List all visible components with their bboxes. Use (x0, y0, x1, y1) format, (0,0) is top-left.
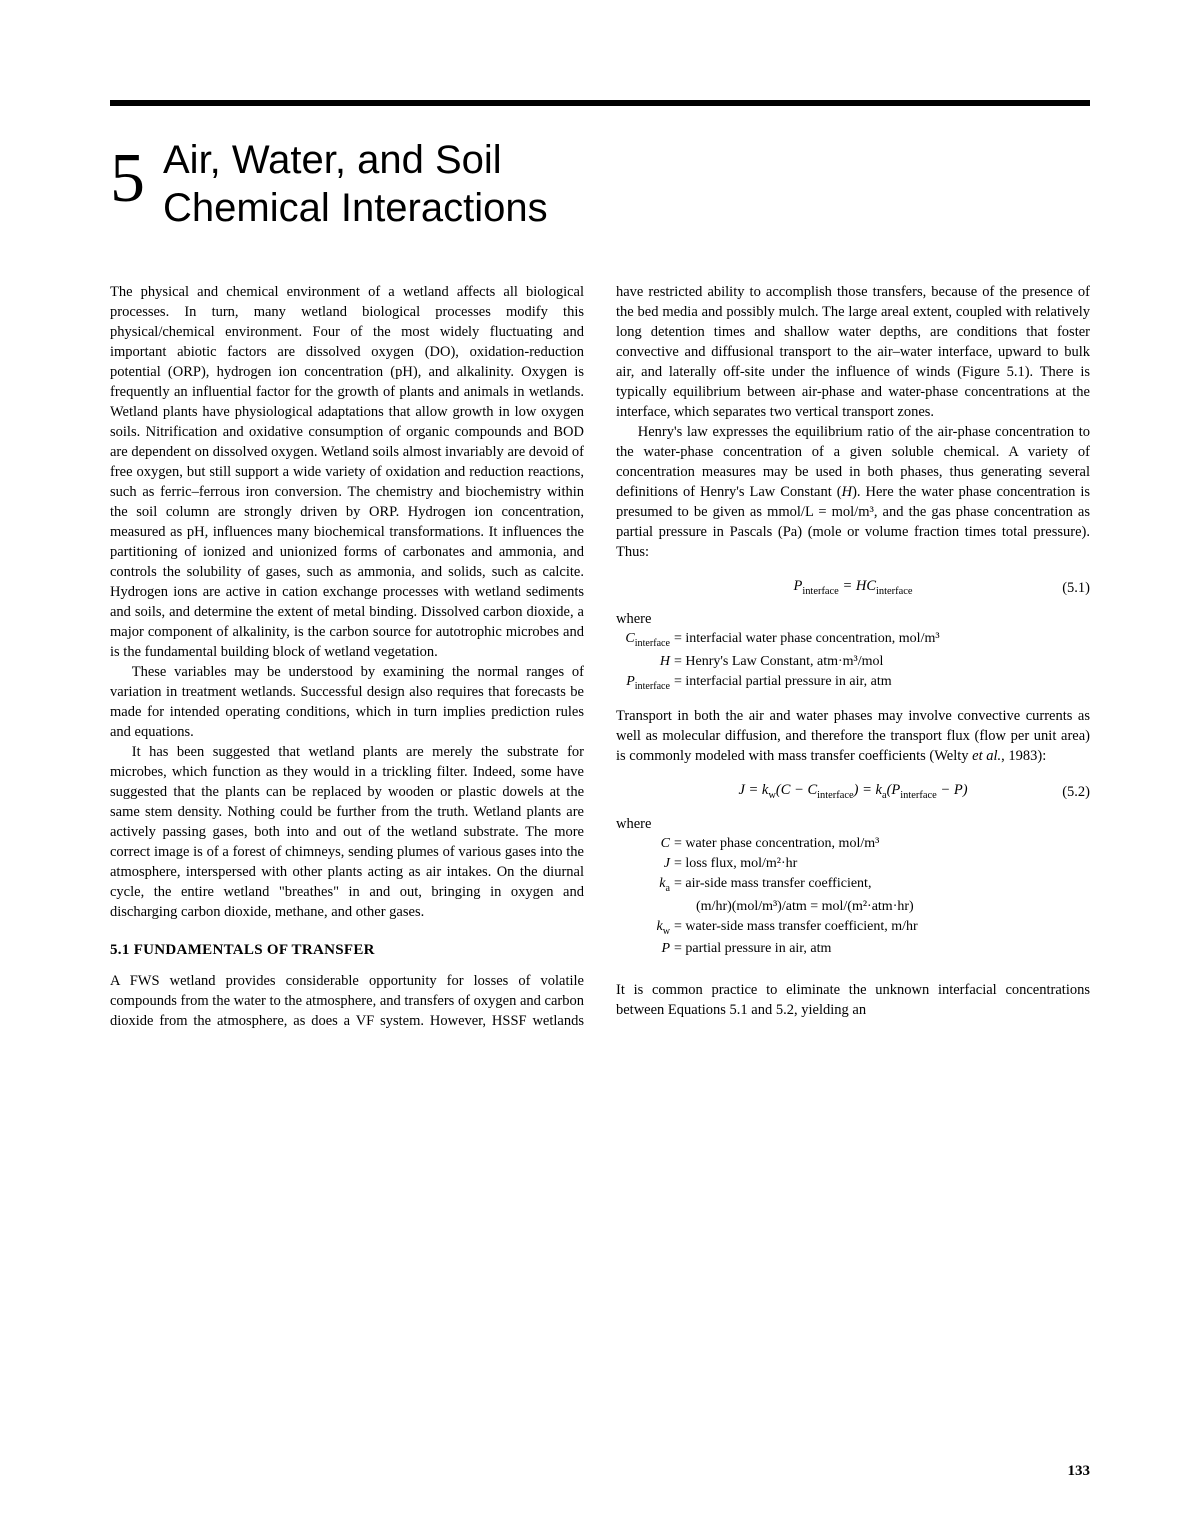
chapter-title: Air, Water, and Soil Chemical Interactio… (163, 136, 548, 232)
eq2-bsub: interface (817, 790, 854, 801)
w2s3sub: a (666, 883, 670, 894)
where2-def1: = water phase concentration, mol/m³ (674, 834, 1090, 854)
where2-def4: = water-side mass transfer coefficient, … (674, 917, 1090, 939)
w1s1: C (625, 631, 634, 646)
para-6c: , 1983): (1001, 748, 1046, 764)
where-list-1: Cinterface = interfacial water phase con… (616, 629, 1090, 694)
chapter-title-line1: Air, Water, and Soil (163, 138, 502, 182)
where-label-2: where (616, 814, 1090, 834)
eq2-b: (C − C (776, 782, 817, 798)
where2-sym2: J (616, 854, 674, 874)
where2-row1: C = water phase concentration, mol/m³ (616, 834, 1090, 854)
where2-sym3b (616, 897, 674, 917)
where2-def5: = partial pressure in air, atm (674, 939, 1090, 959)
where2-sym5: P (616, 939, 674, 959)
where1-row2: H = Henry's Law Constant, atm·m³/mol (616, 652, 1090, 672)
para-6: Transport in both the air and water phas… (616, 706, 1090, 766)
eq2-e: − P) (937, 782, 968, 798)
chapter-title-line2: Chemical Interactions (163, 186, 548, 230)
where2-sym3: ka (616, 874, 674, 896)
eq2-expr: J = kw(C − Cinterface) = ka(Pinterface −… (738, 780, 967, 803)
section-heading-5-1: 5.1 FUNDAMENTALS OF TRANSFER (110, 940, 584, 961)
where2-row3b: (m/hr)(mol/m³)/atm = mol/(m²·atm·hr) (616, 897, 1090, 917)
para-6b: et al. (972, 748, 1001, 764)
w1s3: P (626, 674, 635, 689)
where1-row1: Cinterface = interfacial water phase con… (616, 629, 1090, 651)
chapter-header: 5 Air, Water, and Soil Chemical Interact… (110, 136, 1090, 232)
eq1-mid: = HC (839, 578, 876, 594)
eq1-expr: Pinterface = HCinterface (793, 576, 912, 599)
eq2-d: (P (887, 782, 901, 798)
w1s3sub: interface (635, 681, 670, 692)
eq1-number: (5.1) (1062, 578, 1090, 598)
where1-row3: Pinterface = interfacial partial pressur… (616, 672, 1090, 694)
where-label-1: where (616, 609, 1090, 629)
eq2-a: J = k (738, 782, 768, 798)
eq2-dsub: interface (900, 790, 937, 801)
eq1-P: P (793, 578, 802, 594)
where2-row3: ka = air-side mass transfer coefficient, (616, 874, 1090, 896)
where1-sym3: Pinterface (616, 672, 674, 694)
para-2: These variables may be understood by exa… (110, 662, 584, 742)
henry-constant-symbol: H (842, 484, 852, 500)
chapter-number: 5 (110, 144, 145, 214)
eq1-sub2: interface (876, 586, 913, 597)
w1s1sub: interface (635, 638, 670, 649)
para-5: Henry's law expresses the equilibrium ra… (616, 422, 1090, 562)
spacer (616, 972, 1090, 980)
body-columns: The physical and chemical environment of… (110, 282, 1090, 1031)
where2-sym4: kw (616, 917, 674, 939)
eq2-number: (5.2) (1062, 782, 1090, 802)
where1-sym2: H (616, 652, 674, 672)
where1-def2: = Henry's Law Constant, atm·m³/mol (674, 652, 1090, 672)
where2-sym1: C (616, 834, 674, 854)
eq1-sub1: interface (802, 586, 839, 597)
where-list-2: C = water phase concentration, mol/m³ J … (616, 834, 1090, 960)
where2-row2: J = loss flux, mol/m²·hr (616, 854, 1090, 874)
w2s4sub: w (663, 926, 670, 937)
where1-def3: = interfacial partial pressure in air, a… (674, 672, 1090, 694)
where2-def3b: (m/hr)(mol/m³)/atm = mol/(m²·atm·hr) (674, 897, 1090, 917)
where2-row5: P = partial pressure in air, atm (616, 939, 1090, 959)
top-rule (110, 100, 1090, 106)
where2-def3: = air-side mass transfer coefficient, (674, 874, 1090, 896)
where2-row4: kw = water-side mass transfer coefficien… (616, 917, 1090, 939)
eq2-aw: w (768, 790, 776, 801)
para-7: It is common practice to eliminate the u… (616, 980, 1090, 1020)
para-3: It has been suggested that wetland plant… (110, 742, 584, 922)
where1-sym1: Cinterface (616, 629, 674, 651)
eq2-c: ) = k (854, 782, 882, 798)
where2-def2: = loss flux, mol/m²·hr (674, 854, 1090, 874)
equation-5-1: Pinterface = HCinterface (5.1) (616, 576, 1090, 599)
page-number: 133 (1068, 1463, 1091, 1480)
para-1: The physical and chemical environment of… (110, 282, 584, 662)
equation-5-2: J = kw(C − Cinterface) = ka(Pinterface −… (616, 780, 1090, 803)
where1-def1: = interfacial water phase concentration,… (674, 629, 1090, 651)
